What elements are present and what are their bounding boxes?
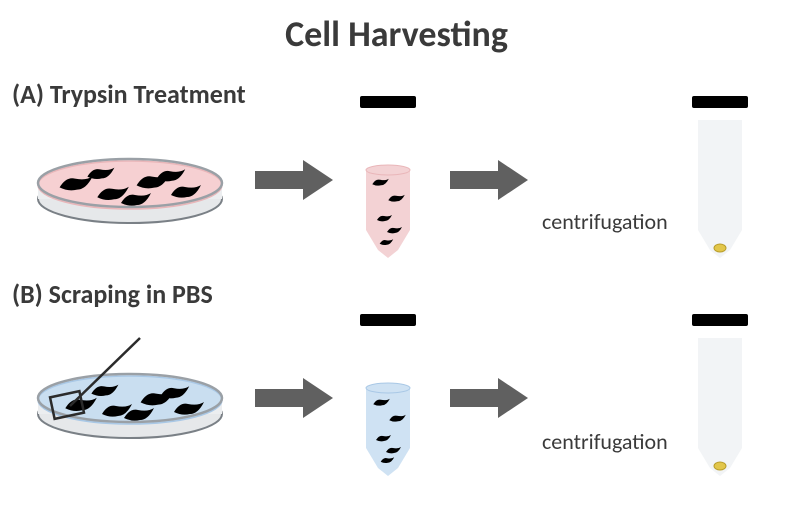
petri-dish-pbs: [38, 338, 222, 438]
tube-pbs-suspension: [360, 314, 416, 476]
tube-trypsin-suspension: [360, 96, 416, 258]
diagram-svg: [0, 0, 793, 511]
tube-trypsin-pellet: [692, 96, 748, 258]
arrow-a1: [255, 160, 333, 200]
arrow-b1: [255, 378, 333, 418]
diagram-canvas: Cell Harvesting (A) Trypsin Treatment (B…: [0, 0, 793, 511]
row-a: [38, 96, 748, 258]
arrow-a2: [450, 160, 528, 200]
row-b: [38, 314, 748, 476]
petri-dish-trypsin: [38, 159, 222, 223]
tube-pbs-pellet: [692, 314, 748, 476]
arrow-b2: [450, 378, 528, 418]
